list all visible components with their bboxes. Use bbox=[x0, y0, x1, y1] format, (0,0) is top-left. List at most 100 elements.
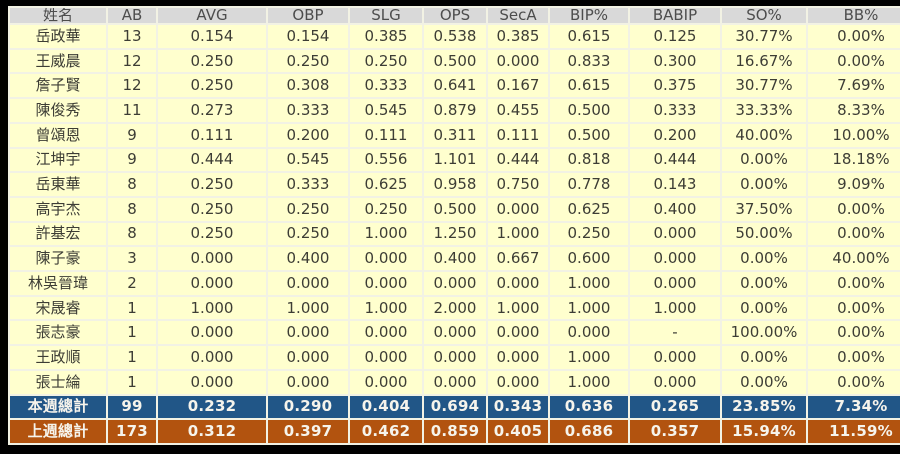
player-name-cell: 張士綸 bbox=[10, 370, 106, 394]
stat-cell: 1.000 bbox=[158, 296, 266, 320]
stat-cell: 1.000 bbox=[550, 370, 628, 394]
stat-cell: 0.000 bbox=[350, 321, 422, 345]
stat-cell: 0.000 bbox=[424, 346, 486, 369]
player-row: 王威晨 12 0.250 0.250 0.250 0.500 0.000 0.833 0.300… bbox=[10, 49, 900, 73]
stat-cell: 0.545 bbox=[350, 99, 422, 122]
stat-cell: 9 bbox=[108, 148, 156, 172]
stat-cell: 0.000 bbox=[630, 346, 720, 369]
stat-cell: 0.250 bbox=[158, 197, 266, 221]
stat-cell: 0.600 bbox=[550, 247, 628, 271]
stat-cell: 0.000 bbox=[550, 321, 628, 345]
total-stat-cell: 15.94% bbox=[722, 420, 806, 443]
stat-cell: 0.625 bbox=[350, 173, 422, 196]
player-row: 陳子豪 3 0.000 0.400 0.000 0.400 0.667 0.600 0.000 0… bbox=[10, 247, 900, 271]
stat-cell: 0.641 bbox=[424, 74, 486, 98]
player-name-cell: 陳子豪 bbox=[10, 247, 106, 271]
stat-cell: 0.333 bbox=[350, 74, 422, 98]
total-stat-cell: 173 bbox=[108, 420, 156, 443]
stat-cell: 0.00% bbox=[722, 272, 806, 295]
header-cell-5: OPS bbox=[424, 8, 486, 23]
stat-cell: 8 bbox=[108, 222, 156, 246]
stat-cell: 0.444 bbox=[158, 148, 266, 172]
stat-cell: 0.556 bbox=[350, 148, 422, 172]
stat-cell: 0.154 bbox=[158, 25, 266, 48]
stat-cell: 9 bbox=[108, 123, 156, 147]
stat-cell: 0.778 bbox=[550, 173, 628, 196]
player-row: 王政順 1 0.000 0.000 0.000 0.000 0.000 1.000 0.000 0… bbox=[10, 346, 900, 369]
stat-cell: 18.18% bbox=[808, 148, 900, 172]
stat-cell: 0.273 bbox=[158, 99, 266, 122]
stat-cell: 0.00% bbox=[722, 346, 806, 369]
player-name-cell: 曾頌恩 bbox=[10, 123, 106, 147]
total-stat-cell: 0.694 bbox=[424, 395, 486, 419]
stat-cell: 0.143 bbox=[630, 173, 720, 196]
header-cell-8: BABIP bbox=[630, 8, 720, 23]
stat-cell: 0.000 bbox=[268, 370, 348, 394]
stat-cell: 30.77% bbox=[722, 25, 806, 48]
stat-cell: 13 bbox=[108, 25, 156, 48]
player-name-cell: 林吳晉瑋 bbox=[10, 272, 106, 295]
player-name-cell: 詹子賢 bbox=[10, 74, 106, 98]
stat-cell: 0.444 bbox=[630, 148, 720, 172]
stat-cell: 0.00% bbox=[808, 296, 900, 320]
player-row: 張士綸 1 0.000 0.000 0.000 0.000 0.000 1.000 0.000 0… bbox=[10, 370, 900, 394]
stat-cell: 0.000 bbox=[350, 247, 422, 271]
player-name-cell: 岳東華 bbox=[10, 173, 106, 196]
stat-cell: 0.00% bbox=[722, 173, 806, 196]
total-stat-cell: 0.357 bbox=[630, 420, 720, 443]
player-name-cell: 王政順 bbox=[10, 346, 106, 369]
stat-cell: 9.09% bbox=[808, 173, 900, 196]
total-stat-cell: 0.232 bbox=[158, 395, 266, 419]
stat-cell: 0.000 bbox=[488, 49, 548, 73]
stat-cell: 12 bbox=[108, 74, 156, 98]
player-name-cell: 江坤宇 bbox=[10, 148, 106, 172]
stat-cell: 1.000 bbox=[630, 296, 720, 320]
stat-cell: 0.167 bbox=[488, 74, 548, 98]
stat-cell: 0.000 bbox=[488, 370, 548, 394]
stat-cell: 0.500 bbox=[550, 123, 628, 147]
player-row: 許基宏 8 0.250 0.250 1.000 1.250 1.000 0.250 0.000 5… bbox=[10, 222, 900, 246]
player-row: 林吳晉瑋 2 0.000 0.000 0.000 0.000 0.000 1.000 0.000… bbox=[10, 272, 900, 295]
stat-cell: 1.000 bbox=[550, 272, 628, 295]
stat-cell: 0.500 bbox=[424, 49, 486, 73]
stat-cell: 1.000 bbox=[488, 222, 548, 246]
stat-cell: 1.000 bbox=[350, 296, 422, 320]
player-row: 岳東華 8 0.250 0.333 0.625 0.958 0.750 0.778 0.143 0… bbox=[10, 173, 900, 196]
stat-cell: 0.000 bbox=[630, 247, 720, 271]
total-stat-cell: 0.343 bbox=[488, 395, 548, 419]
stat-cell: 0.00% bbox=[722, 247, 806, 271]
stat-cell: 11 bbox=[108, 99, 156, 122]
player-name-cell: 王威晨 bbox=[10, 49, 106, 73]
stat-cell: 8 bbox=[108, 173, 156, 196]
stat-cell: 0.455 bbox=[488, 99, 548, 122]
stat-cell: 0.333 bbox=[268, 99, 348, 122]
stat-cell: 0.000 bbox=[424, 370, 486, 394]
player-name-cell: 陳俊秀 bbox=[10, 99, 106, 122]
stat-cell: 0.154 bbox=[268, 25, 348, 48]
stat-cell: 0.00% bbox=[808, 346, 900, 369]
stat-cell: 0.000 bbox=[424, 321, 486, 345]
player-row: 宋晟睿 1 1.000 1.000 1.000 2.000 1.000 1.000 1.000 0… bbox=[10, 296, 900, 320]
total-label-cell: 上週總計 bbox=[10, 420, 106, 443]
player-row: 江坤宇 9 0.444 0.545 0.556 1.101 0.444 0.818 0.444 0… bbox=[10, 148, 900, 172]
player-row: 高宇杰 8 0.250 0.250 0.250 0.500 0.000 0.625 0.400 3… bbox=[10, 197, 900, 221]
player-row: 岳政華 13 0.154 0.154 0.385 0.538 0.385 0.615 0.125… bbox=[10, 25, 900, 48]
header-cell-2: AVG bbox=[158, 8, 266, 23]
stat-cell: 50.00% bbox=[722, 222, 806, 246]
header-row: 姓名 AB AVG OBP SLG OPS SecA BIP% BABIP SO% BB% bbox=[10, 8, 900, 23]
stat-cell: 0.000 bbox=[350, 346, 422, 369]
stat-cell: 1.250 bbox=[424, 222, 486, 246]
player-row: 陳俊秀 11 0.273 0.333 0.545 0.879 0.455 0.500 0.333… bbox=[10, 99, 900, 122]
stat-cell: 0.615 bbox=[550, 74, 628, 98]
player-row: 詹子賢 12 0.250 0.308 0.333 0.641 0.167 0.615 0.375… bbox=[10, 74, 900, 98]
stat-cell: 0.000 bbox=[630, 222, 720, 246]
stat-cell: 0.000 bbox=[158, 247, 266, 271]
stat-cell: 0.00% bbox=[722, 370, 806, 394]
stat-cell: 16.67% bbox=[722, 49, 806, 73]
stat-cell: 0.00% bbox=[808, 321, 900, 345]
player-name-cell: 許基宏 bbox=[10, 222, 106, 246]
stat-cell: 0.000 bbox=[268, 346, 348, 369]
player-name-cell: 高宇杰 bbox=[10, 197, 106, 221]
stat-cell: 0.000 bbox=[268, 321, 348, 345]
stat-cell: 0.200 bbox=[630, 123, 720, 147]
